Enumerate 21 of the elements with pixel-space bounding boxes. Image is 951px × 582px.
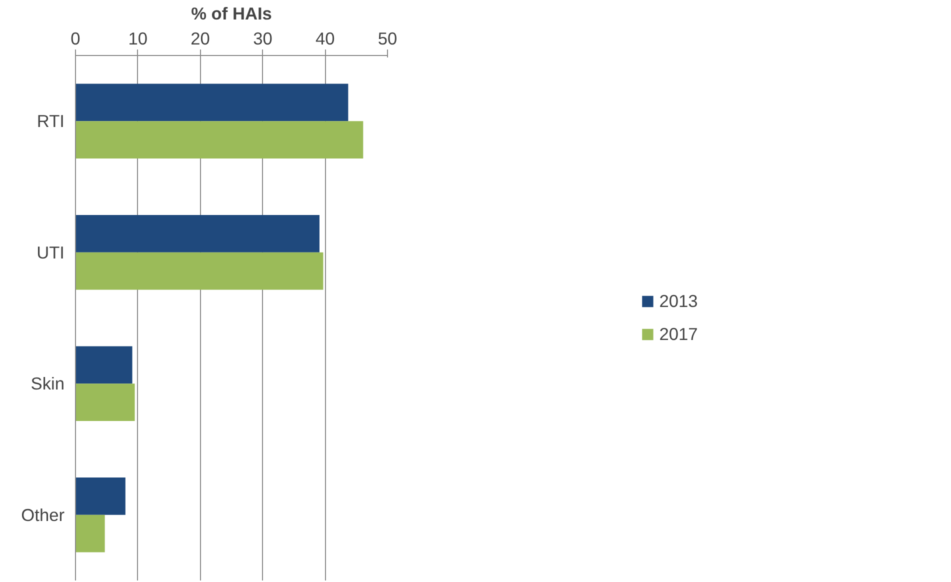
bar xyxy=(76,514,105,552)
x-axis-title: % of HAIs xyxy=(191,4,272,24)
legend-label: 2017 xyxy=(659,324,698,344)
bar xyxy=(76,346,132,384)
bar xyxy=(76,384,135,422)
y-tick-label: RTI xyxy=(36,111,65,132)
x-tick-label: 10 xyxy=(128,28,148,48)
x-tick-label: 20 xyxy=(190,28,210,48)
bar xyxy=(76,214,320,252)
y-tick-label: Skin xyxy=(30,374,65,394)
bar xyxy=(76,84,348,122)
x-tick-label: 50 xyxy=(378,28,398,48)
bar xyxy=(76,252,324,290)
bar xyxy=(76,477,126,515)
bar xyxy=(76,121,364,159)
x-tick-label: 30 xyxy=(253,28,272,48)
y-tick-label: Other xyxy=(21,504,65,525)
y-tick-label: UTI xyxy=(36,242,65,262)
x-tick-label: 0 xyxy=(70,28,80,48)
legend-label: 2013 xyxy=(659,290,698,312)
x-tick-label: 40 xyxy=(315,28,335,48)
